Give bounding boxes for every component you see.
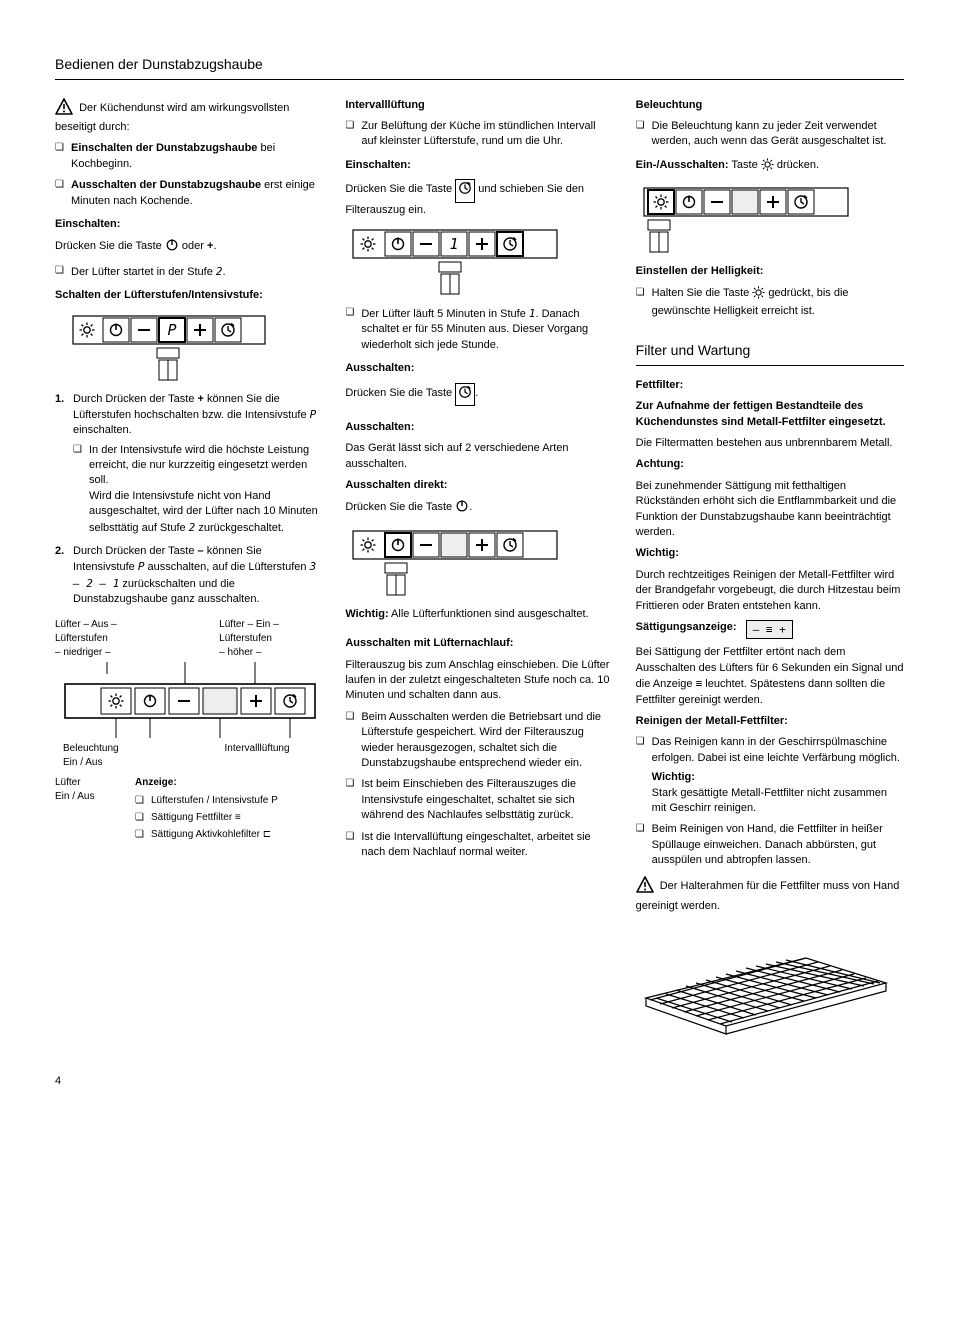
- ausschalten2-heading: Ausschalten:: [345, 420, 613, 435]
- fettfilter-bold: Zur Aufnahme der fettigen Bestandteile d…: [636, 399, 904, 430]
- nachlauf-heading: Ausschalten mit Lüfternachlauf:: [345, 636, 613, 651]
- fettfilter-text: Die Filtermatten bestehen aus unbrennbar…: [636, 436, 904, 451]
- labeled-panel-diagram: Lüfter – Aus – Lüfterstufen – niedriger …: [55, 618, 323, 850]
- intro-item-bold: Ausschalten der Dunstabzugshaube: [71, 179, 261, 191]
- reinigen-item-2: Beim Reinigen von Hand, die Fettfilter i…: [636, 822, 904, 868]
- page-number: 4: [55, 1074, 904, 1089]
- legend-heading: Anzeige:: [135, 776, 323, 790]
- legend-left-2: Ein / Aus: [55, 790, 125, 804]
- beleuchtung-heading: Beleuchtung: [636, 98, 904, 113]
- einschalten-item: Der Lüfter startet in der Stufe 2.: [55, 264, 323, 280]
- nachlauf-item: Ist die Intervallüftung eingeschaltet, a…: [345, 830, 613, 861]
- interval-heading: Intervalllüftung: [345, 98, 613, 113]
- einaus-text: Ein-/Ausschalten: Taste drücken.: [636, 158, 904, 176]
- einschalten2-text: Drücken Sie die Taste und schieben Sie d…: [345, 179, 613, 218]
- column-3: Beleuchtung Die Beleuchtung kann zu jede…: [636, 94, 904, 1044]
- interval-after-item: Der Lüfter läuft 5 Minuten in Stufe 1. D…: [345, 306, 613, 353]
- nachlauf-item: Beim Ausschalten werden die Betriebsart …: [345, 710, 613, 772]
- page-title: Bedienen der Dunstabzugshaube: [55, 55, 904, 80]
- diag-label-top-right: Lüfter – Ein – Lüfterstufen – höher –: [159, 618, 323, 660]
- direkt-heading: Ausschalten direkt:: [345, 478, 613, 493]
- wichtig-text: Wichtig: Alle Lüfterfunktionen sind ausg…: [345, 607, 613, 622]
- clock-icon: [455, 179, 475, 202]
- einschalten-text: Drücken Sie die Taste oder +.: [55, 238, 323, 257]
- svg-text:1: 1: [450, 235, 459, 253]
- saettigung-heading-row: Sättigungsanzeige: – ≡ +: [636, 620, 904, 639]
- reinigen-wichtig-h: Wichtig:: [652, 770, 904, 785]
- legend-item: Lüfterstufen / Intensivstufe P: [135, 794, 323, 808]
- clock-icon: [455, 383, 475, 406]
- wichtig3-text: Durch rechtzeitiges Reinigen der Metall-…: [636, 568, 904, 614]
- fettfilter-heading: Fettfilter:: [636, 378, 904, 393]
- schalten-heading: Schalten der Lüfterstufen/Intensivstufe:: [55, 288, 323, 303]
- diag-label-top-left: Lüfter – Aus – Lüfterstufen – niedriger …: [55, 618, 159, 660]
- direkt-text: Drücken Sie die Taste .: [345, 499, 613, 518]
- diag-label-bottom-left: Beleuchtung Ein / Aus: [55, 742, 195, 770]
- ausschalten-heading: Ausschalten:: [345, 361, 613, 376]
- saturation-display-icon: – ≡ +: [746, 620, 793, 639]
- power-icon: [165, 238, 179, 257]
- control-panel-diagram-3: [345, 527, 613, 599]
- column-2: Intervalllüftung Zur Belüftung der Küche…: [345, 94, 613, 1044]
- intro-text: Der Küchendunst wird am wirkungsvollsten…: [55, 102, 289, 133]
- reinigen-wichtig-p: Stark gesättigte Metall-Fettfilter nicht…: [652, 786, 904, 817]
- nachlauf-list: Beim Ausschalten werden die Betriebsart …: [345, 710, 613, 861]
- control-panel-diagram-1: P: [55, 312, 323, 384]
- nachlauf-item: Ist beim Einschieben des Filterauszuges …: [345, 777, 613, 823]
- diag-label-bottom-right: Intervalllüftung: [195, 742, 324, 770]
- filter-illustration: [636, 928, 904, 1043]
- helligkeit-item: Halten Sie die Taste gedrückt, bis die g…: [636, 286, 904, 320]
- column-1: Der Küchendunst wird am wirkungsvollsten…: [55, 94, 323, 1044]
- ausschalten2-text: Das Gerät lässt sich auf 2 verschiedene …: [345, 441, 613, 472]
- einschalten2-heading: Einschalten:: [345, 158, 613, 173]
- achtung-text: Bei zunehmender Sättigung mit fetthaltig…: [636, 479, 904, 541]
- intro-list: Einschalten der Dunstabzugshaube bei Koc…: [55, 141, 323, 209]
- step-2: 2. Durch Drücken der Taste – können Sie …: [55, 544, 323, 608]
- nachlauf-text: Filterauszug bis zum Anschlag einschiebe…: [345, 658, 613, 704]
- legend-item: Sättigung Aktivkohlefilter ⊏: [135, 828, 323, 842]
- beleuchtung-item: Die Beleuchtung kann zu jeder Zeit verwe…: [636, 119, 904, 150]
- legend-list: Lüfterstufen / Intensivstufe P Sättigung…: [135, 794, 323, 842]
- reinigen-heading: Reinigen der Metall-Fettfilter:: [636, 714, 904, 729]
- einschalten-heading: Einschalten:: [55, 217, 323, 232]
- achtung-heading: Achtung:: [636, 457, 904, 472]
- helligkeit-heading: Einstellen der Helligkeit:: [636, 264, 904, 279]
- ausschalten-text: Drücken Sie die Taste .: [345, 383, 613, 406]
- legend-left-1: Lüfter: [55, 776, 125, 790]
- saettigung-text: Bei Sättigung der Fettfilter ertönt nach…: [636, 645, 904, 708]
- intro-item-bold: Einschalten der Dunstabzugshaube: [71, 142, 257, 154]
- warning-icon: [636, 876, 654, 898]
- interval-item: Zur Belüftung der Küche im stündlichen I…: [345, 119, 613, 150]
- light-icon: [752, 286, 765, 304]
- reinigen-item-1: Das Reinigen kann in der Geschirrspülmas…: [636, 735, 904, 816]
- wichtig3-heading: Wichtig:: [636, 546, 904, 561]
- frame-text: Der Halterahmen für die Fettfilter muss …: [636, 876, 904, 914]
- svg-text:P: P: [167, 321, 176, 339]
- step-1: 1. Durch Drücken der Taste + können Sie …: [55, 392, 323, 537]
- control-panel-diagram-4: [636, 184, 904, 256]
- control-panel-diagram-2: 1: [345, 226, 613, 298]
- filter-section-title: Filter und Wartung: [636, 341, 904, 366]
- warning-icon: [55, 98, 73, 120]
- power-icon: [455, 499, 469, 518]
- light-icon: [761, 158, 774, 176]
- legend-item: Sättigung Fettfilter ≡: [135, 811, 323, 825]
- step-1-sub: In der Intensivstufe wird die höchste Le…: [73, 443, 323, 536]
